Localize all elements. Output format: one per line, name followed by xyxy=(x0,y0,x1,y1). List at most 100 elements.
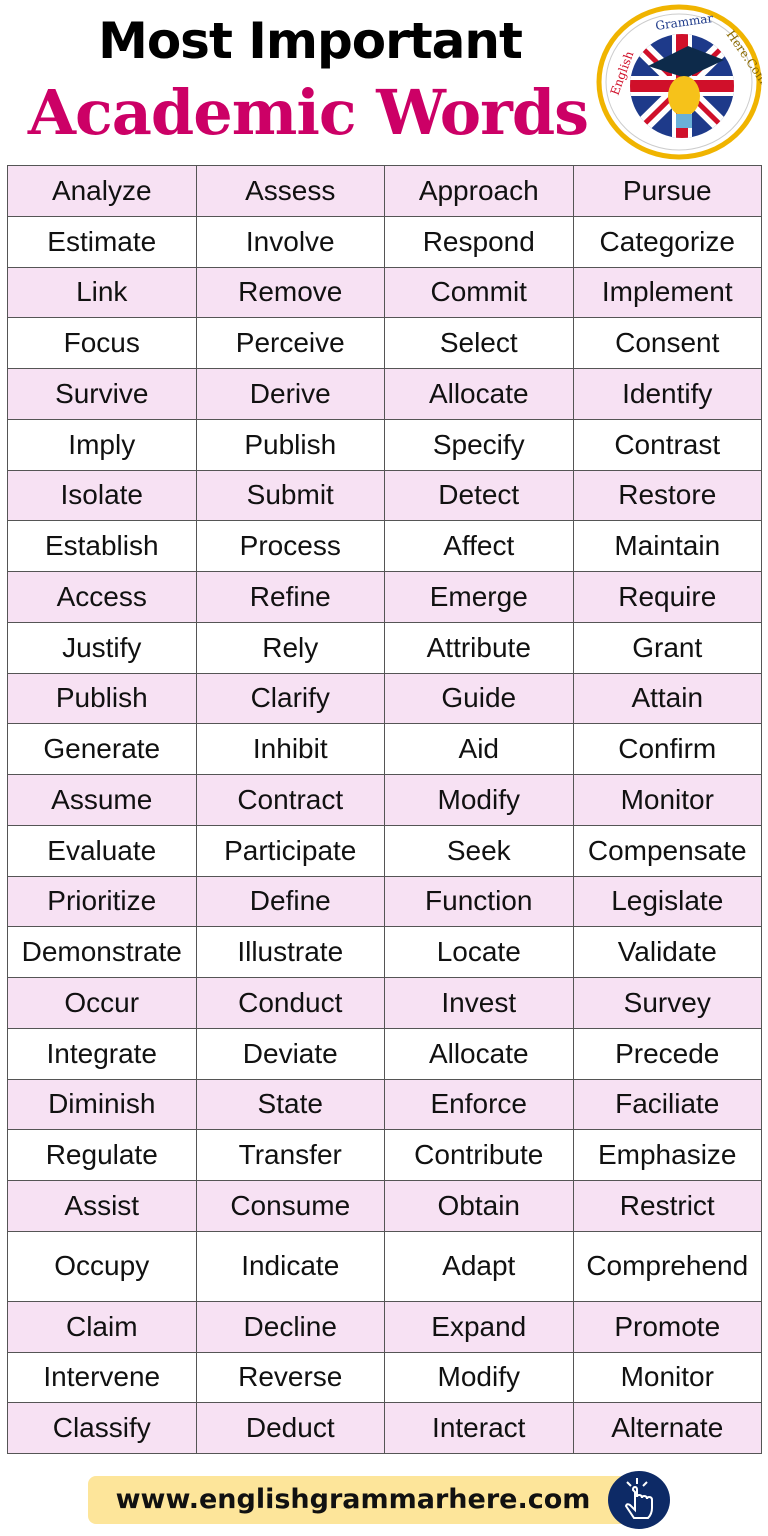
word-cell: Restrict xyxy=(572,1180,762,1232)
word-cell: Contrast xyxy=(572,418,762,471)
word-cell: Integrate xyxy=(7,1027,197,1080)
word-cell: Categorize xyxy=(572,215,762,268)
table-row: Occur Conduct Invest Survey xyxy=(7,977,762,1029)
word-cell: Consume xyxy=(195,1180,385,1232)
word-cell: Attain xyxy=(572,672,762,725)
word-cell: Reverse xyxy=(195,1351,385,1404)
word-cell: Contribute xyxy=(384,1129,574,1181)
table-row: Assume Contract Modify Monitor xyxy=(7,774,762,826)
word-cell: Attribute xyxy=(384,621,574,674)
word-cell: Obtain xyxy=(384,1180,574,1232)
word-cell: Submit xyxy=(195,469,385,522)
word-cell: Estimate xyxy=(7,215,197,268)
table-row: Survive Derive Allocate Identify xyxy=(7,368,762,420)
word-cell: Publish xyxy=(7,672,197,725)
table-row: Claim Decline Expand Promote xyxy=(7,1300,762,1353)
word-cell: Prioritize xyxy=(7,875,197,928)
word-cell: Involve xyxy=(195,215,385,268)
word-cell: Affect xyxy=(384,520,574,572)
word-cell: Emphasize xyxy=(572,1129,762,1181)
table-row: Demonstrate Illustrate Locate Validate xyxy=(7,926,762,978)
table-row: Prioritize Define Function Legislate xyxy=(7,875,762,928)
word-cell: Occupy xyxy=(7,1230,197,1302)
table-row: Generate Inhibit Aid Confirm xyxy=(7,723,762,775)
word-cell: Seek xyxy=(384,824,574,877)
table-row: Estimate Involve Respond Categorize xyxy=(7,215,762,268)
word-cell: Identify xyxy=(572,368,762,420)
word-cell: State xyxy=(195,1078,385,1131)
table-row: Diminish State Enforce Faciliate xyxy=(7,1078,762,1131)
word-cell: Establish xyxy=(7,520,197,572)
word-cell: Assume xyxy=(7,774,197,826)
table-row: Justify Rely Attribute Grant xyxy=(7,621,762,674)
word-cell: Invest xyxy=(384,977,574,1029)
word-cell: Restore xyxy=(572,469,762,522)
word-cell: Select xyxy=(384,317,574,369)
site-logo: English Grammar Here.Com xyxy=(596,4,762,160)
word-cell: Refine xyxy=(195,571,385,623)
word-cell: Allocate xyxy=(384,368,574,420)
word-cell: Precede xyxy=(572,1027,762,1080)
word-cell: Implement xyxy=(572,266,762,319)
word-cell: Respond xyxy=(384,215,574,268)
word-cell: Interact xyxy=(384,1402,574,1454)
word-cell: Decline xyxy=(195,1300,385,1353)
table-row: Establish Process Affect Maintain xyxy=(7,520,762,572)
table-row: Imply Publish Specify Contrast xyxy=(7,418,762,471)
word-cell: Transfer xyxy=(195,1129,385,1181)
word-cell: Compensate xyxy=(572,824,762,877)
word-cell: Enforce xyxy=(384,1078,574,1131)
word-cell: Validate xyxy=(572,926,762,978)
table-row: Assist Consume Obtain Restrict xyxy=(7,1180,762,1232)
word-cell: Consent xyxy=(572,317,762,369)
word-cell: Claim xyxy=(7,1300,197,1353)
website-url[interactable]: www.englishgrammarhere.com xyxy=(115,1484,591,1515)
word-cell: Legislate xyxy=(572,875,762,928)
word-cell: Survive xyxy=(7,368,197,420)
word-cell: Deduct xyxy=(195,1402,385,1454)
footer-banner xyxy=(88,1476,628,1524)
word-cell: Approach xyxy=(384,165,574,217)
word-cell: Generate xyxy=(7,723,197,775)
word-cell: Link xyxy=(7,266,197,319)
word-cell: Inhibit xyxy=(195,723,385,775)
word-cell: Aid xyxy=(384,723,574,775)
word-cell: Illustrate xyxy=(195,926,385,978)
word-cell: Justify xyxy=(7,621,197,674)
word-cell: Emerge xyxy=(384,571,574,623)
word-cell: Locate xyxy=(384,926,574,978)
word-cell: Function xyxy=(384,875,574,928)
word-cell: Expand xyxy=(384,1300,574,1353)
word-cell: Contract xyxy=(195,774,385,826)
word-cell: Classify xyxy=(7,1402,197,1454)
table-row: Regulate Transfer Contribute Emphasize xyxy=(7,1129,762,1181)
word-cell: Pursue xyxy=(572,165,762,217)
word-cell: Regulate xyxy=(7,1129,197,1181)
word-cell: Confirm xyxy=(572,723,762,775)
word-cell: Specify xyxy=(384,418,574,471)
table-row: Link Remove Commit Implement xyxy=(7,266,762,319)
word-cell: Occur xyxy=(7,977,197,1029)
word-cell: Require xyxy=(572,571,762,623)
title-line-1: Most Important xyxy=(98,12,523,70)
word-cell: Rely xyxy=(195,621,385,674)
word-cell: Process xyxy=(195,520,385,572)
table-row: Evaluate Participate Seek Compensate xyxy=(7,824,762,877)
word-cell: Monitor xyxy=(572,774,762,826)
word-cell: Assist xyxy=(7,1180,197,1232)
word-cell: Alternate xyxy=(572,1402,762,1454)
word-cell: Commit xyxy=(384,266,574,319)
word-cell: Deviate xyxy=(195,1027,385,1080)
word-cell: Diminish xyxy=(7,1078,197,1131)
word-cell: Publish xyxy=(195,418,385,471)
table-row: Focus Perceive Select Consent xyxy=(7,317,762,369)
word-cell: Remove xyxy=(195,266,385,319)
table-row: Analyze Assess Approach Pursue xyxy=(7,165,762,217)
word-cell: Clarify xyxy=(195,672,385,725)
word-cell: Derive xyxy=(195,368,385,420)
table-row: Publish Clarify Guide Attain xyxy=(7,672,762,725)
word-cell: Intervene xyxy=(7,1351,197,1404)
word-cell: Comprehend xyxy=(572,1230,762,1302)
word-cell: Faciliate xyxy=(572,1078,762,1131)
word-cell: Guide xyxy=(384,672,574,725)
